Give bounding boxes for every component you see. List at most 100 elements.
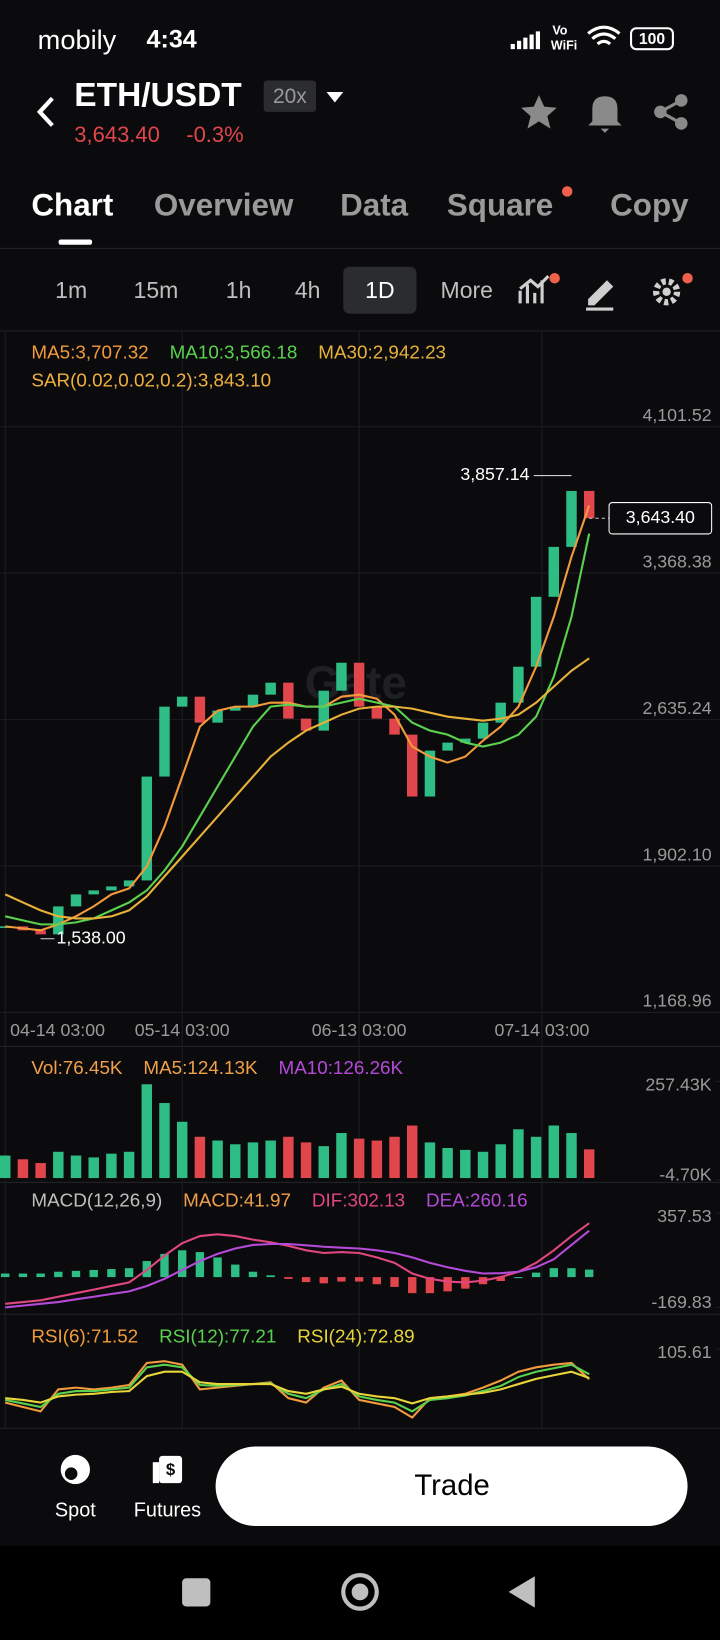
volume-bar	[70, 1155, 82, 1179]
volume-bar	[300, 1142, 312, 1179]
divider	[0, 1181, 720, 1183]
time: 4:34	[147, 25, 197, 53]
annotation-label: 3,857.14	[460, 464, 529, 484]
carrier: mobily	[38, 24, 117, 55]
interval[interactable]: More	[441, 277, 493, 303]
macd-bar	[390, 1277, 399, 1287]
volume-bar	[194, 1136, 206, 1179]
macd-bar	[124, 1268, 134, 1278]
volume-bar	[477, 1151, 489, 1179]
interval[interactable]: 15m	[134, 277, 179, 303]
indicator-icon[interactable]	[518, 272, 560, 304]
legend-entry: RSI(6):71.52	[31, 1326, 138, 1347]
volume-bar	[123, 1151, 135, 1179]
macd-bar	[36, 1273, 45, 1278]
volume-bar	[460, 1149, 471, 1179]
leverage-badge[interactable]	[263, 80, 317, 112]
legend-entry: MA30:2,942.23	[318, 341, 446, 362]
macd-bar	[354, 1277, 364, 1282]
candle	[548, 546, 560, 597]
volume-bar	[371, 1140, 383, 1179]
divider	[0, 330, 720, 332]
notification-dot	[561, 186, 573, 197]
interval[interactable]: 1D	[365, 277, 394, 303]
y-tick-label: -169.83	[651, 1292, 711, 1312]
volume-bar	[442, 1148, 453, 1179]
trade-button[interactable]	[215, 1446, 688, 1526]
spot-icon[interactable]	[60, 1454, 90, 1485]
x-tick-label: 06-13 03:00	[312, 1020, 407, 1040]
tab[interactable]: Data	[340, 187, 409, 222]
x-tick-label: 04-14 03:00	[10, 1020, 105, 1040]
futures-icon[interactable]: $	[152, 1455, 183, 1484]
legend-entry: MA10:3,566.18	[170, 341, 298, 362]
volume-bar	[212, 1140, 223, 1179]
macd-bar	[425, 1277, 435, 1294]
macd-bar	[284, 1277, 293, 1279]
macd-bar	[231, 1264, 240, 1278]
legend-entry: MA5:3,707.32	[31, 341, 148, 362]
tab-indicator	[58, 239, 93, 245]
volume-bar	[566, 1133, 577, 1179]
nav-home[interactable]	[341, 1573, 379, 1611]
volume-bar	[176, 1121, 188, 1179]
candle	[88, 890, 99, 895]
interval[interactable]: 4h	[295, 277, 321, 303]
candle	[70, 894, 82, 907]
candle	[106, 886, 117, 891]
tab[interactable]: Overview	[154, 187, 294, 222]
draw-icon[interactable]	[586, 280, 614, 311]
y-tick-label: 3,368.38	[642, 551, 711, 571]
signal-icon	[510, 31, 540, 50]
tab[interactable]: Chart	[31, 187, 114, 222]
tab[interactable]: Square	[447, 187, 553, 222]
volume-bar	[88, 1157, 99, 1179]
nav-back[interactable]	[508, 1576, 535, 1608]
pair: ETH/USDT	[74, 77, 242, 114]
settings-icon[interactable]	[653, 272, 693, 306]
nav-recent[interactable]	[182, 1578, 211, 1607]
y-tick-label: 1,168.96	[642, 991, 711, 1011]
trade-label: Trade	[414, 1469, 489, 1502]
candle	[460, 738, 471, 743]
macd-bar	[160, 1253, 169, 1278]
candle	[194, 696, 206, 723]
y-tick-label: 4,101.52	[642, 405, 711, 425]
volume-bar	[406, 1125, 418, 1179]
macd-bar	[514, 1277, 523, 1279]
candle	[442, 742, 453, 751]
tab[interactable]: Copy	[610, 187, 689, 222]
last-price-label: 3,643.40	[626, 507, 695, 527]
candle	[247, 694, 259, 707]
futures-label[interactable]: Futures	[134, 1500, 201, 1522]
dropdown-icon[interactable]	[326, 92, 344, 103]
change: -0.3%	[186, 122, 243, 147]
macd-bar	[18, 1273, 28, 1278]
y-tick-label: 257.43K	[645, 1074, 711, 1094]
legend-entry: DEA:260.16	[426, 1190, 528, 1211]
vo-label: Vo	[552, 24, 567, 38]
interval[interactable]: 1h	[226, 277, 252, 303]
y-tick-label: 2,635.24	[642, 698, 711, 718]
alert-icon[interactable]	[588, 96, 622, 133]
candle	[530, 596, 542, 667]
macd-bar	[248, 1271, 258, 1278]
spot-label[interactable]: Spot	[55, 1500, 96, 1522]
battery-icon	[630, 27, 674, 51]
legend-entry: RSI(24):72.89	[297, 1326, 414, 1347]
battery-level: 100	[639, 31, 665, 48]
volume-bar	[548, 1125, 560, 1179]
macd-bar	[585, 1269, 594, 1278]
leverage: 20x	[273, 85, 307, 108]
favorite-icon[interactable]	[521, 95, 557, 129]
volume-bar	[159, 1103, 170, 1179]
x-tick-label: 07-14 03:00	[495, 1020, 590, 1040]
macd-bar	[567, 1268, 576, 1278]
interval[interactable]: 1m	[55, 277, 87, 303]
macd-bar	[178, 1250, 187, 1278]
macd-bar	[549, 1268, 558, 1278]
back-button[interactable]	[36, 96, 54, 127]
share-icon[interactable]	[654, 94, 688, 130]
x-tick-label: 05-14 03:00	[135, 1020, 230, 1040]
